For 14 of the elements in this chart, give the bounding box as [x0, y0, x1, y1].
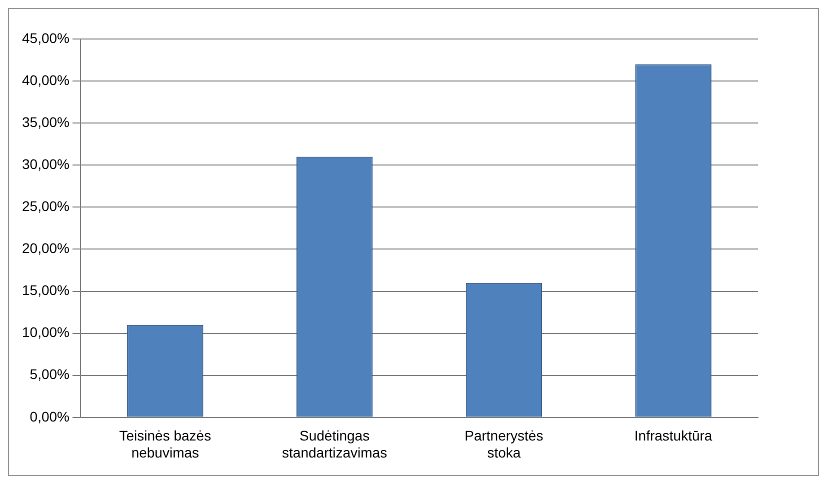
y-tick-label: 45,00% — [22, 30, 70, 46]
x-tick-label: Sudėtingas standartizavimas — [282, 428, 388, 460]
y-tick-label: 15,00% — [22, 282, 70, 298]
y-tick-label: 0,00% — [30, 408, 70, 424]
y-tick-label: 30,00% — [22, 156, 70, 172]
x-tick-label: Infrastuktūra — [634, 428, 712, 444]
x-tick-label: Teisinės bazės nebuvimas — [119, 428, 212, 460]
x-tick-label: Partnerystės stoka — [464, 428, 544, 460]
y-tick-label: 5,00% — [30, 366, 70, 382]
y-tick-label: 40,00% — [22, 72, 70, 88]
y-tick-label: 20,00% — [22, 240, 70, 256]
y-tick-label: 25,00% — [22, 198, 70, 214]
y-tick-label: 10,00% — [22, 324, 70, 340]
y-tick-label: 35,00% — [22, 114, 70, 130]
